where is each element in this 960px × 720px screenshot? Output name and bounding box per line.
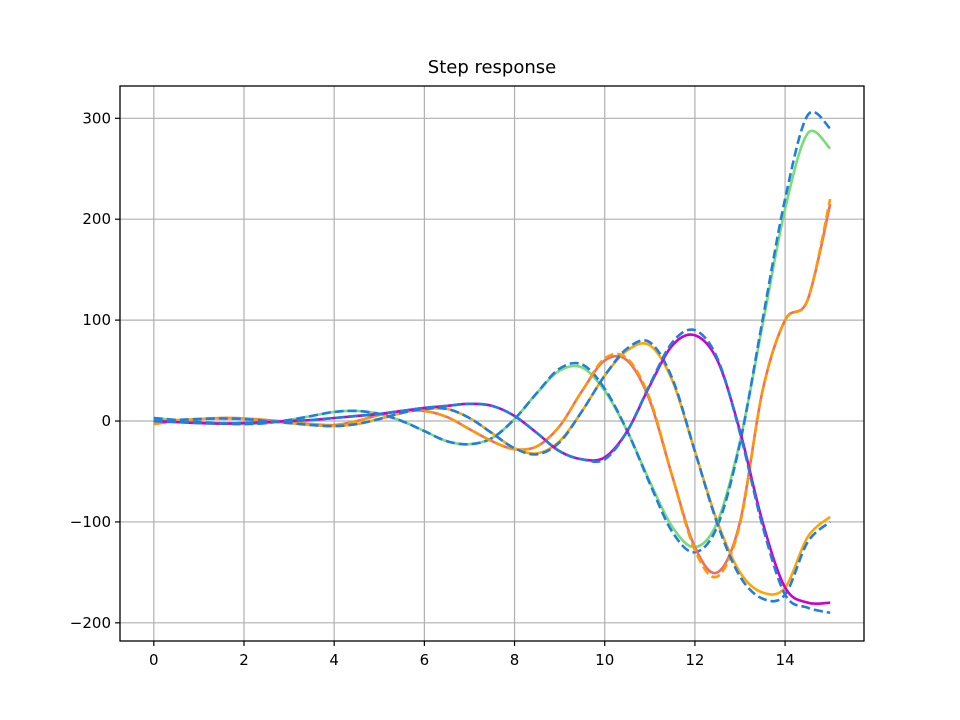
- axes-frame: [119, 85, 865, 642]
- y-tick-label: 0: [101, 412, 111, 430]
- x-tick-label: 4: [329, 651, 339, 669]
- x-tick-label: 2: [239, 651, 249, 669]
- y-tick-label: 200: [82, 210, 111, 228]
- chart-title: Step response: [428, 57, 556, 78]
- x-tick-label: 8: [510, 651, 520, 669]
- y-tick-label: 100: [82, 311, 111, 329]
- x-tick-label: 12: [685, 651, 704, 669]
- x-tick-label: 0: [149, 651, 159, 669]
- y-tick-label: −100: [70, 513, 111, 531]
- series-line-2: [153, 110, 832, 554]
- x-tick-label: 10: [595, 651, 614, 669]
- x-tick-label: 14: [776, 651, 795, 669]
- y-tick-label: −200: [70, 614, 111, 632]
- series-layer: [153, 110, 832, 615]
- series-line-8: [153, 328, 831, 615]
- y-tick-label: 300: [82, 109, 111, 127]
- axis-ticks: 0 2 4 6 8 10 12 14 −200 −100 0 100 200 300: [70, 109, 795, 669]
- grid-lines: [120, 86, 864, 641]
- x-tick-label: 6: [420, 651, 430, 669]
